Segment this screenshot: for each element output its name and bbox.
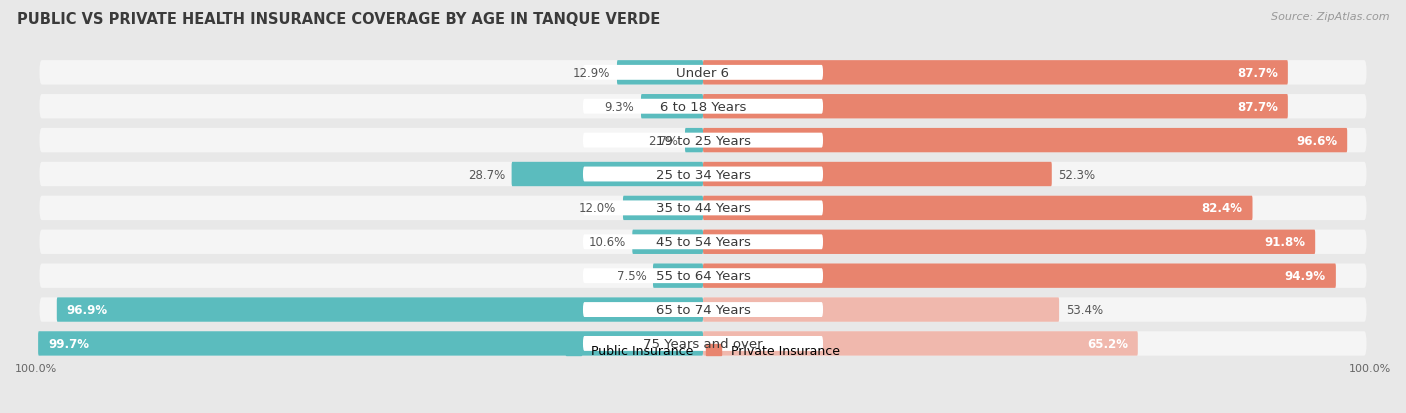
FancyBboxPatch shape [39,264,1367,288]
Text: 7.5%: 7.5% [617,270,647,282]
Text: Source: ZipAtlas.com: Source: ZipAtlas.com [1271,12,1389,22]
Text: 65.2%: 65.2% [1087,337,1128,350]
Text: 87.7%: 87.7% [1237,100,1278,114]
FancyBboxPatch shape [703,162,1052,187]
FancyBboxPatch shape [583,167,823,182]
Text: 53.4%: 53.4% [1066,303,1102,316]
Text: 82.4%: 82.4% [1202,202,1243,215]
Text: 2.7%: 2.7% [648,134,678,147]
Text: 45 to 54 Years: 45 to 54 Years [655,236,751,249]
FancyBboxPatch shape [512,162,703,187]
FancyBboxPatch shape [652,264,703,288]
Text: 87.7%: 87.7% [1237,66,1278,80]
Text: 94.9%: 94.9% [1285,270,1326,282]
FancyBboxPatch shape [583,66,823,81]
FancyBboxPatch shape [583,235,823,249]
FancyBboxPatch shape [39,332,1367,356]
FancyBboxPatch shape [39,95,1367,119]
FancyBboxPatch shape [703,230,1315,254]
Legend: Public Insurance, Private Insurance: Public Insurance, Private Insurance [567,344,839,357]
Text: 19 to 25 Years: 19 to 25 Years [655,134,751,147]
FancyBboxPatch shape [703,298,1059,322]
Text: 10.6%: 10.6% [588,236,626,249]
Text: 65 to 74 Years: 65 to 74 Years [655,303,751,316]
FancyBboxPatch shape [583,201,823,216]
FancyBboxPatch shape [641,95,703,119]
FancyBboxPatch shape [703,95,1288,119]
FancyBboxPatch shape [703,61,1288,85]
FancyBboxPatch shape [583,100,823,114]
FancyBboxPatch shape [583,336,823,351]
Text: 12.9%: 12.9% [572,66,610,80]
Text: 25 to 34 Years: 25 to 34 Years [655,168,751,181]
Text: 6 to 18 Years: 6 to 18 Years [659,100,747,114]
Text: PUBLIC VS PRIVATE HEALTH INSURANCE COVERAGE BY AGE IN TANQUE VERDE: PUBLIC VS PRIVATE HEALTH INSURANCE COVER… [17,12,661,27]
Text: 9.3%: 9.3% [605,100,634,114]
FancyBboxPatch shape [623,196,703,221]
FancyBboxPatch shape [703,128,1347,153]
FancyBboxPatch shape [38,332,703,356]
Text: 52.3%: 52.3% [1059,168,1095,181]
FancyBboxPatch shape [39,61,1367,85]
Text: 35 to 44 Years: 35 to 44 Years [655,202,751,215]
Text: 12.0%: 12.0% [579,202,616,215]
FancyBboxPatch shape [39,298,1367,322]
FancyBboxPatch shape [703,332,1137,356]
FancyBboxPatch shape [39,196,1367,221]
FancyBboxPatch shape [39,128,1367,153]
FancyBboxPatch shape [633,230,703,254]
Text: 55 to 64 Years: 55 to 64 Years [655,270,751,282]
FancyBboxPatch shape [583,133,823,148]
FancyBboxPatch shape [39,162,1367,187]
FancyBboxPatch shape [39,230,1367,254]
FancyBboxPatch shape [583,302,823,317]
Text: 96.6%: 96.6% [1296,134,1337,147]
Text: 75 Years and over: 75 Years and over [643,337,763,350]
FancyBboxPatch shape [703,264,1336,288]
Text: 28.7%: 28.7% [468,168,505,181]
FancyBboxPatch shape [685,128,703,153]
FancyBboxPatch shape [56,298,703,322]
Text: 99.7%: 99.7% [48,337,89,350]
Text: 91.8%: 91.8% [1264,236,1305,249]
FancyBboxPatch shape [703,196,1253,221]
FancyBboxPatch shape [583,268,823,283]
Text: 96.9%: 96.9% [67,303,108,316]
Text: Under 6: Under 6 [676,66,730,80]
FancyBboxPatch shape [617,61,703,85]
